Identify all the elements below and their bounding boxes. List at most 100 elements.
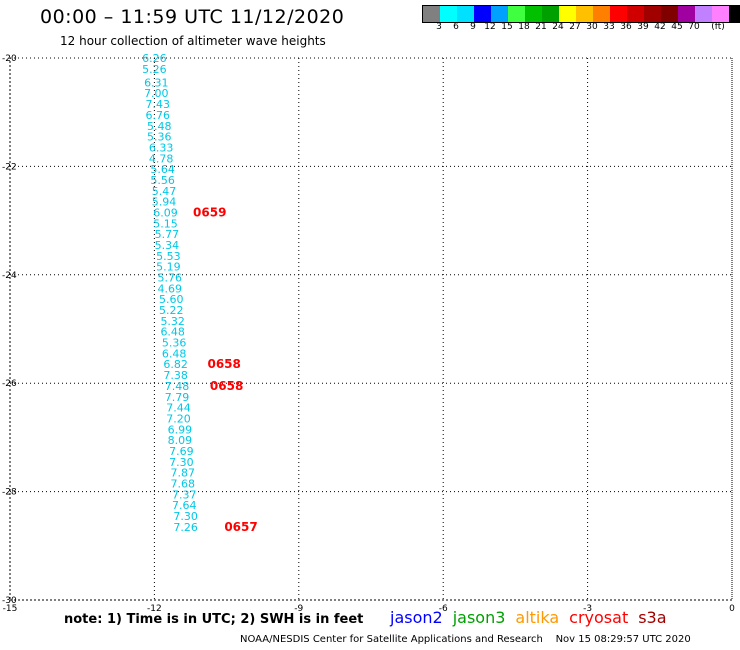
wave-height-value: 5.47 — [152, 185, 177, 198]
wave-height-value: 7.69 — [169, 445, 194, 458]
pass-time-label: 0658 — [207, 357, 240, 371]
pass-time-label: 0658 — [210, 379, 243, 393]
legend-swatch — [644, 6, 661, 22]
satellite-legend: jason2 jason3 altika cryosat s3a — [390, 608, 667, 627]
map-frame — [9, 57, 733, 601]
legend-label: 12 — [484, 22, 496, 32]
wave-height-value: 5.76 — [158, 272, 183, 285]
wave-height-value: 5.36 — [162, 337, 187, 350]
legend-label: 3 — [436, 22, 442, 32]
legend-label: 42 — [654, 22, 666, 32]
wave-height-value: 6.48 — [160, 326, 185, 339]
satellite-cryosat: cryosat — [569, 608, 629, 627]
legend-label: 21 — [535, 22, 547, 32]
color-scale-legend — [422, 5, 740, 23]
pass-time-label: 0659 — [193, 205, 226, 219]
legend-swatch — [457, 6, 474, 22]
longitude-tick-label: -6 — [439, 604, 448, 614]
wave-height-value: 7.87 — [171, 467, 196, 480]
latitude-tick-label: -22 — [2, 162, 17, 172]
wave-height-value: 7.20 — [166, 412, 191, 425]
wave-height-value: 5.64 — [150, 163, 175, 176]
latitude-tick-label: -30 — [2, 596, 17, 606]
wave-height-value: 5.56 — [150, 174, 175, 187]
wave-height-value: 7.30 — [173, 510, 198, 523]
legend-swatch — [559, 6, 576, 22]
wave-height-value: 7.37 — [172, 488, 197, 501]
wave-height-value: 5.94 — [152, 196, 177, 209]
chart-subtitle: 12 hour collection of altimeter wave hei… — [60, 34, 326, 48]
legend-label: 18 — [518, 22, 530, 32]
wave-height-value: 7.38 — [163, 369, 188, 382]
wave-height-value: 7.43 — [146, 98, 171, 111]
legend-swatch — [729, 6, 740, 22]
legend-swatch — [661, 6, 678, 22]
legend-label: 39 — [637, 22, 649, 32]
wave-height-value: 5.32 — [160, 315, 185, 328]
wave-height-value: 7.64 — [172, 499, 197, 512]
wave-height-value: 7.26 — [173, 521, 198, 534]
legend-swatch — [525, 6, 542, 22]
wave-height-value: 7.30 — [169, 456, 194, 469]
wave-height-value: 4.78 — [149, 152, 174, 165]
latitude-tick-label: -24 — [2, 271, 17, 281]
wave-height-value: 7.79 — [165, 391, 190, 404]
legend-swatch — [491, 6, 508, 22]
legend-label: 30 — [586, 22, 598, 32]
legend-label: 6 — [453, 22, 459, 32]
wave-height-value: 5.34 — [155, 239, 180, 252]
units-note: note: 1) Time is in UTC; 2) SWH is in fe… — [64, 612, 364, 627]
legend-swatch — [423, 6, 440, 22]
wave-height-value: 5.48 — [147, 120, 172, 133]
legend-swatch — [440, 6, 457, 22]
wave-height-value: 6.31 — [144, 76, 169, 89]
satellite-altika: altika — [515, 608, 560, 627]
wave-height-value: 6.99 — [168, 423, 193, 436]
longitude-tick-label: -9 — [294, 604, 303, 614]
wave-height-value: 5.53 — [156, 250, 181, 263]
wave-height-value: 6.82 — [163, 358, 188, 371]
wave-height-value: 5.26 — [142, 63, 167, 76]
credit-line: NOAA/NESDIS Center for Satellite Applica… — [240, 634, 691, 645]
legend-swatch — [474, 6, 491, 22]
wave-height-value: 6.48 — [162, 347, 187, 360]
legend-swatch — [610, 6, 627, 22]
legend-swatch — [627, 6, 644, 22]
wave-height-value: 6.76 — [146, 109, 171, 122]
legend-swatch — [695, 6, 712, 22]
wave-height-value: 5.22 — [159, 304, 184, 317]
pass-time-label: 0657 — [224, 520, 257, 534]
wave-height-value: 6.26 — [142, 52, 167, 65]
wave-height-value: 5.77 — [155, 228, 180, 241]
wave-height-value: 8.09 — [168, 434, 193, 447]
legend-swatch — [593, 6, 610, 22]
latitude-tick-label: -28 — [2, 488, 17, 498]
satellite-jason3: jason3 — [452, 608, 506, 627]
legend-swatch — [576, 6, 593, 22]
wave-height-value: 7.44 — [166, 402, 191, 415]
longitude-tick-label: -12 — [147, 604, 162, 614]
wave-height-value: 5.19 — [156, 261, 181, 274]
legend-label: 33 — [603, 22, 615, 32]
longitude-tick-label: -3 — [583, 604, 592, 614]
legend-label: 70 — [688, 22, 700, 32]
wave-height-value: 5.60 — [159, 293, 184, 306]
wave-height-value: 7.48 — [165, 380, 190, 393]
legend-label: 45 — [671, 22, 683, 32]
wave-height-value: 6.33 — [149, 141, 174, 154]
legend-label: 24 — [552, 22, 564, 32]
legend-label: 36 — [620, 22, 632, 32]
legend-label: 27 — [569, 22, 581, 32]
legend-label: 15 — [501, 22, 513, 32]
longitude-tick-label: -15 — [3, 604, 18, 614]
latitude-tick-label: -20 — [2, 54, 17, 64]
satellite-s3a: s3a — [638, 608, 667, 627]
wave-height-value: 7.00 — [144, 87, 169, 100]
legend-swatch — [542, 6, 559, 22]
legend-swatch — [508, 6, 525, 22]
color-scale-labels: 3 6 9 12 15 18 21 24 27 30 33 36 39 42 45 70 (ft) — [422, 22, 740, 34]
wave-height-value: 6.09 — [153, 206, 178, 219]
latitude-tick-label: -26 — [2, 379, 17, 389]
longitude-tick-label: 0 — [729, 604, 735, 614]
